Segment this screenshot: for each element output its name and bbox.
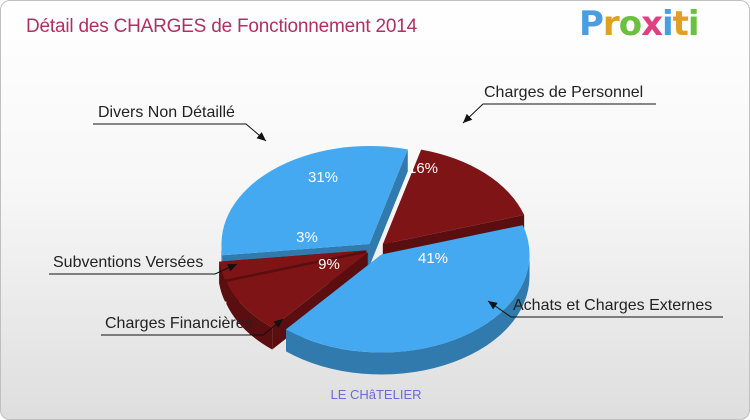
pie-slice-value-label: 9% [318, 256, 340, 273]
pie-slice[interactable] [221, 146, 408, 256]
label-leader-line [462, 103, 656, 124]
pie-slice-value-label: 41% [418, 250, 448, 267]
logo-letter: i [662, 4, 674, 44]
chart-title: Détail des CHARGES de Fonctionnement 201… [26, 16, 418, 37]
logo-letter: P [579, 4, 604, 44]
pie-slice-category-label: Charges de Personnel [484, 84, 643, 101]
pie-slice-category-label: Divers Non Détaillé [98, 104, 235, 121]
pie-slice[interactable] [226, 252, 368, 328]
pie-slice-value-label: 16% [408, 160, 438, 177]
pie-slice-category-label: Achats et Charges Externes [513, 297, 712, 314]
logo-letter: i [687, 4, 700, 44]
label-leader-arrow [227, 264, 237, 272]
pie-slice[interactable] [286, 225, 530, 353]
pie-slice-category-label: Charges Financières [105, 315, 253, 332]
chart-subtitle: LE CHâTELIER [330, 387, 422, 402]
logo-letter: r [602, 4, 620, 44]
pie-slice[interactable] [382, 149, 525, 245]
label-leader-line [487, 300, 723, 318]
pie-tops [219, 146, 530, 353]
pie-slice-value-label: 31% [308, 169, 338, 186]
pie-slice[interactable] [219, 250, 367, 280]
logo-letter: x [641, 4, 663, 44]
label-leader-arrow [273, 319, 283, 328]
pie-slice-category-label: Subventions Versées [53, 254, 203, 271]
label-leader-arrow [256, 132, 266, 141]
logo-letter: t [672, 4, 689, 44]
label-leader-arrow [488, 301, 498, 310]
proxiti-logo[interactable]: Proxiti [579, 4, 700, 44]
label-leader-line [93, 123, 267, 142]
label-leader-arrow [463, 113, 473, 123]
pie-slice-value-label: 3% [296, 229, 318, 246]
logo-letter: o [618, 4, 642, 44]
